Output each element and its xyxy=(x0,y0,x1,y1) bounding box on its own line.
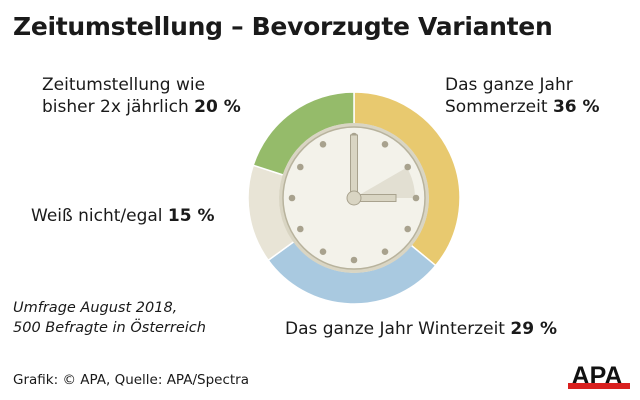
value-label: 36 % xyxy=(552,97,600,117)
minute-hand xyxy=(350,134,358,199)
hour-marker xyxy=(297,163,304,171)
label-line: Das ganze Jahr Winterzeit xyxy=(285,319,505,339)
value-label: 29 % xyxy=(510,319,557,339)
survey-note: Umfrage August 2018, 500 Befragte in Öst… xyxy=(13,298,206,338)
value-label: 15 % xyxy=(167,206,215,226)
note-line: Umfrage August 2018, xyxy=(13,300,178,316)
label-weiss-nicht: Weiß nicht/egal 15 % xyxy=(31,205,215,227)
label-sommerzeit: Das ganze Jahr Sommerzeit 36 % xyxy=(445,74,600,118)
time-shift-wedge xyxy=(354,167,415,198)
value-label: 20 % xyxy=(194,97,241,117)
hour-marker xyxy=(381,141,389,148)
hour-marker xyxy=(404,225,411,233)
note-line: 500 Befragte in Österreich xyxy=(13,320,206,336)
label-line: bisher 2x jährlich xyxy=(42,97,189,117)
hour-marker xyxy=(381,248,389,255)
clock-center xyxy=(346,190,362,206)
label-winterzeit: Das ganze Jahr Winterzeit 29 % xyxy=(285,318,557,340)
hour-marker xyxy=(350,256,358,264)
chart-title: Zeitumstellung – Bevorzugte Varianten xyxy=(13,12,553,41)
hour-marker xyxy=(319,141,327,148)
hour-marker xyxy=(404,163,411,171)
hour-marker xyxy=(412,194,420,202)
label-line: Weiß nicht/egal xyxy=(31,206,163,226)
label-line: Sommerzeit xyxy=(445,97,548,117)
hour-marker xyxy=(319,248,327,255)
label-2x-jaehrlich: Zeitumstellung wie bisher 2x jährlich 20… xyxy=(42,74,241,118)
label-line: Zeitumstellung wie xyxy=(42,75,206,95)
hour-marker xyxy=(297,225,304,233)
label-line: Das ganze Jahr xyxy=(445,75,573,95)
hour-marker xyxy=(288,194,296,202)
source-credit: Grafik: © APA, Quelle: APA/Spectra xyxy=(13,372,249,388)
